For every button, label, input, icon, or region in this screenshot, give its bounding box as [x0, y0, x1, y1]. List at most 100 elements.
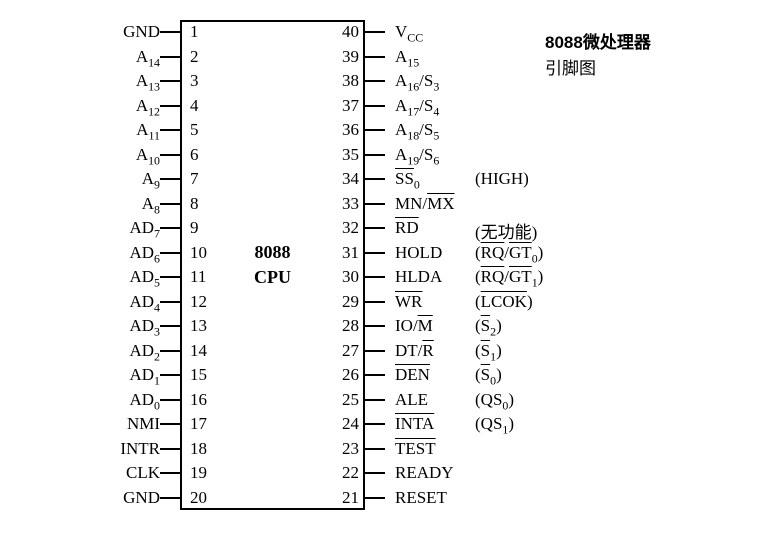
- pin-number: 9: [190, 218, 199, 238]
- pin-label: DEN: [395, 365, 475, 385]
- pin-number: 5: [190, 120, 199, 140]
- pin-number: 35: [342, 145, 359, 165]
- pin-label: GND: [95, 22, 160, 42]
- pin-number: 3: [190, 71, 199, 91]
- pin-label: NMI: [95, 414, 160, 434]
- pin-lead: [365, 301, 385, 303]
- pin-lead: [160, 178, 180, 180]
- pin-left-3: A13: [95, 69, 180, 94]
- pin-right-36: A18/S5: [365, 118, 475, 143]
- pin-left-9: AD7: [95, 216, 180, 241]
- pin-annotation: (HIGH): [475, 169, 529, 189]
- pin-label: AD6: [95, 243, 160, 263]
- pin-lead: [160, 325, 180, 327]
- pin-number: 32: [342, 218, 359, 238]
- pin-right-21: RESET: [365, 486, 475, 511]
- pin-right-29: WR: [365, 290, 475, 315]
- pin-number: 27: [342, 341, 359, 361]
- pin-label: WR: [395, 292, 475, 312]
- pin-lead: [160, 31, 180, 33]
- pin-number: 19: [190, 463, 207, 483]
- pin-left-17: NMI: [95, 412, 180, 437]
- pin-label: ALE: [395, 390, 475, 410]
- pin-left-11: AD5: [95, 265, 180, 290]
- pin-lead: [365, 227, 385, 229]
- pin-label: TEST: [395, 439, 475, 459]
- pin-number: 14: [190, 341, 207, 361]
- pin-lead: [365, 448, 385, 450]
- pin-left-18: INTR: [95, 437, 180, 462]
- pin-label: HLDA: [395, 267, 475, 287]
- pin-number: 28: [342, 316, 359, 336]
- pin-left-4: A12: [95, 94, 180, 119]
- pin-label: READY: [395, 463, 475, 483]
- pin-left-7: A9: [95, 167, 180, 192]
- pin-label: A12: [95, 96, 160, 116]
- pin-left-14: AD2: [95, 339, 180, 364]
- pin-label: AD7: [95, 218, 160, 238]
- pin-number: 31: [342, 243, 359, 263]
- chip-label: 8088 CPU: [254, 240, 291, 290]
- pin-label: CLK: [95, 463, 160, 483]
- pin-label: A17/S4: [395, 96, 475, 116]
- pin-number: 17: [190, 414, 207, 434]
- pin-label: RESET: [395, 488, 475, 508]
- pin-right-35: A19/S6: [365, 143, 475, 168]
- chip-label-line2: CPU: [254, 267, 291, 287]
- pin-label: MN/MX: [395, 194, 475, 214]
- pin-annotation: (S2): [475, 316, 502, 336]
- pin-number: 21: [342, 488, 359, 508]
- pin-lead: [160, 80, 180, 82]
- pin-lead: [365, 497, 385, 499]
- pin-number: 2: [190, 47, 199, 67]
- pin-lead: [160, 105, 180, 107]
- pin-annotation: (RQ/GT0): [475, 243, 543, 263]
- pin-number: 16: [190, 390, 207, 410]
- pin-right-28: IO/M: [365, 314, 475, 339]
- pin-label: AD4: [95, 292, 160, 312]
- pin-lead: [160, 129, 180, 131]
- pin-lead: [365, 105, 385, 107]
- pin-left-2: A14: [95, 45, 180, 70]
- pin-right-38: A16/S3: [365, 69, 475, 94]
- pin-annotation: (LCOK): [475, 292, 533, 312]
- pin-label: A8: [95, 194, 160, 214]
- pin-left-5: A11: [95, 118, 180, 143]
- pin-label: A16/S3: [395, 71, 475, 91]
- pin-lead: [160, 252, 180, 254]
- pin-lead: [365, 472, 385, 474]
- pin-label: DT/R: [395, 341, 475, 361]
- pin-lead: [365, 178, 385, 180]
- pin-number: 4: [190, 96, 199, 116]
- pin-number: 23: [342, 439, 359, 459]
- pin-annotation: (S1): [475, 341, 502, 361]
- pin-left-20: GND: [95, 486, 180, 511]
- pin-label: AD3: [95, 316, 160, 336]
- pin-right-23: TEST: [365, 437, 475, 462]
- pin-lead: [365, 374, 385, 376]
- pin-number: 24: [342, 414, 359, 434]
- pin-number: 8: [190, 194, 199, 214]
- pin-label: A13: [95, 71, 160, 91]
- pin-left-1: GND: [95, 20, 180, 45]
- pin-label: RD: [395, 218, 475, 238]
- pin-number: 40: [342, 22, 359, 42]
- pin-label: A9: [95, 169, 160, 189]
- pin-number: 26: [342, 365, 359, 385]
- pin-lead: [160, 227, 180, 229]
- pin-label: AD0: [95, 390, 160, 410]
- pin-label: A19/S6: [395, 145, 475, 165]
- pin-number: 7: [190, 169, 199, 189]
- pin-lead: [365, 276, 385, 278]
- chip-rect: 8088 CPU: [180, 20, 365, 510]
- pin-right-37: A17/S4: [365, 94, 475, 119]
- pin-lead: [160, 399, 180, 401]
- pin-right-24: INTA: [365, 412, 475, 437]
- pin-number: 22: [342, 463, 359, 483]
- pin-right-25: ALE: [365, 388, 475, 413]
- pin-label: INTA: [395, 414, 475, 434]
- pin-number: 20: [190, 488, 207, 508]
- pin-label: HOLD: [395, 243, 475, 263]
- pin-left-15: AD1: [95, 363, 180, 388]
- chip-label-line1: 8088: [255, 242, 291, 262]
